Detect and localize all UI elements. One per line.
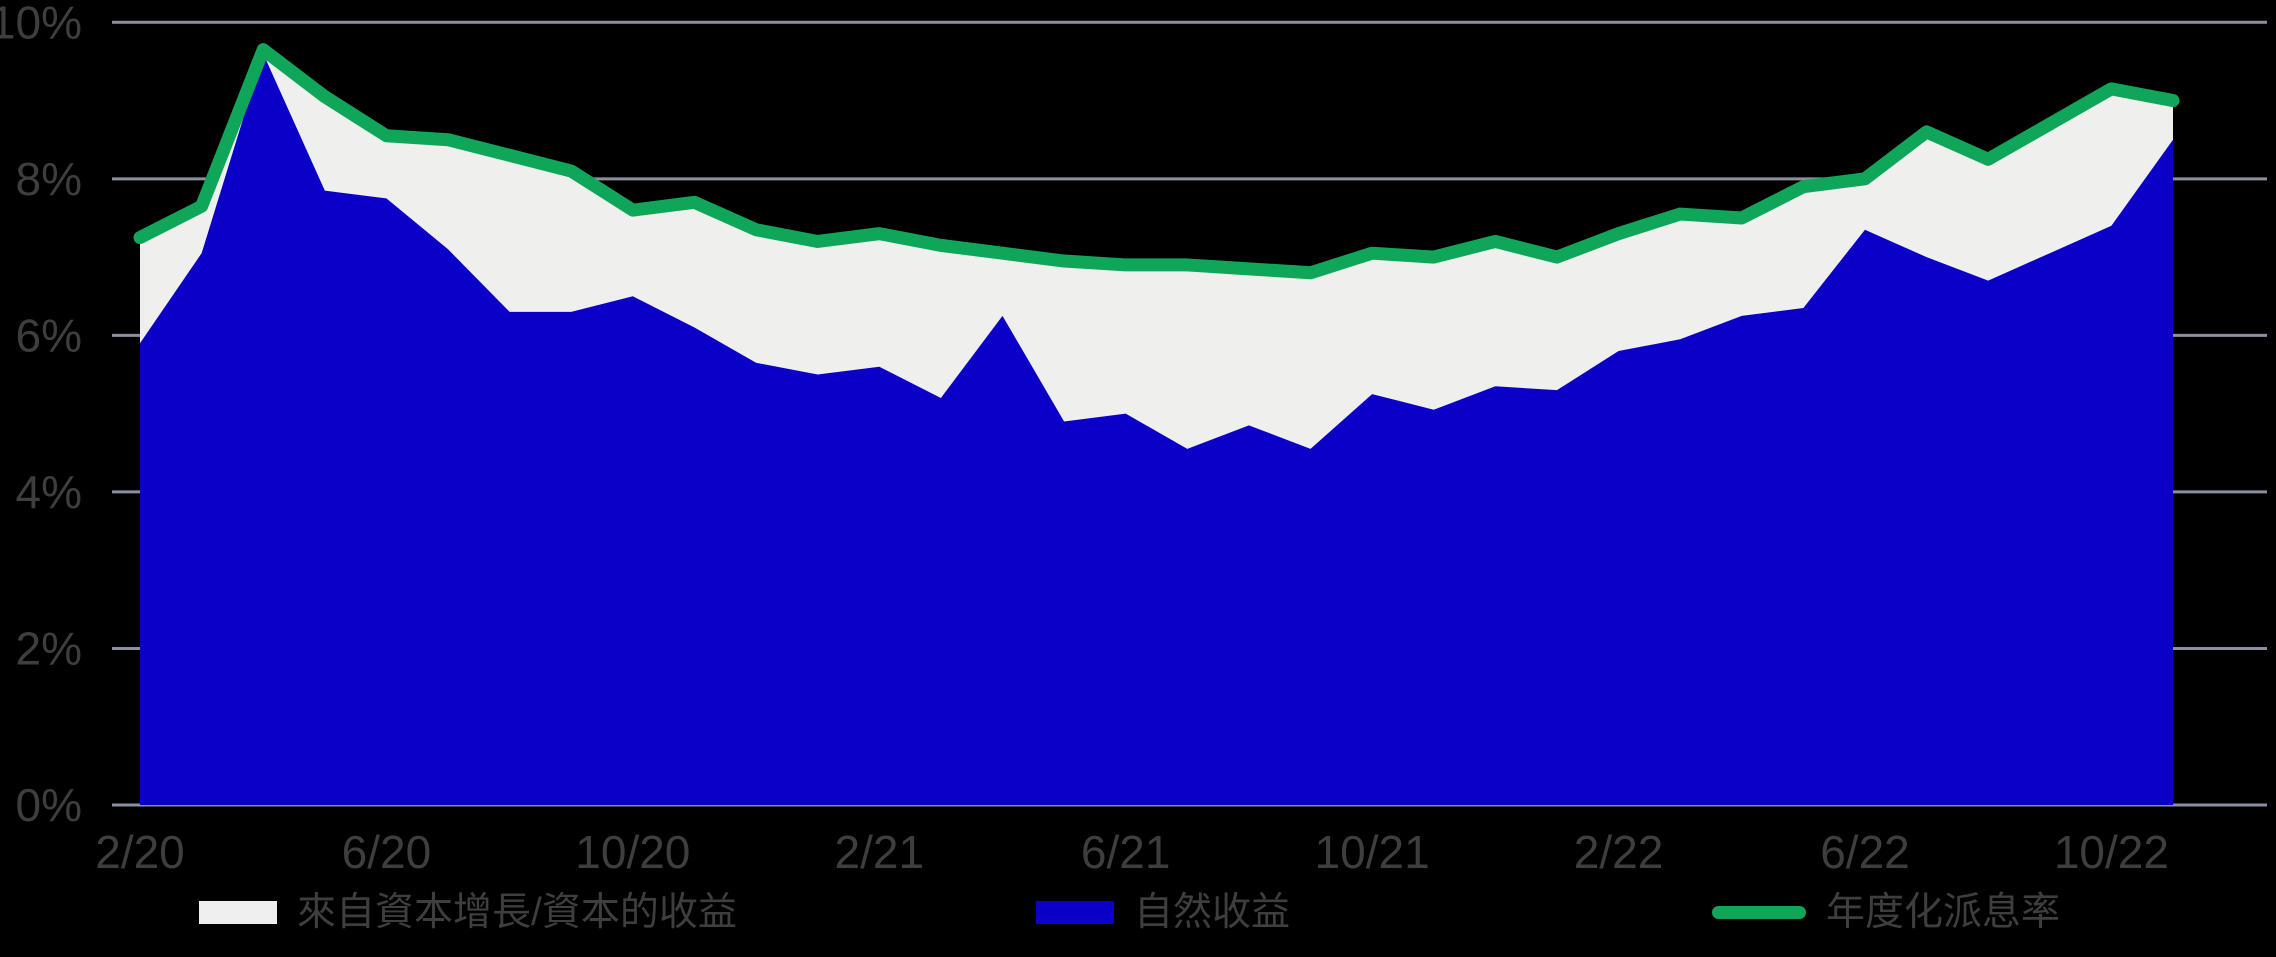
natural-yield-swatch xyxy=(1036,900,1114,924)
x-tick-label-2-22: 2/22 xyxy=(1574,826,1664,878)
legend-item-natural-yield: 自然收益 xyxy=(1036,888,1290,936)
legend-item-capital-growth-yield: 來自資本增長/資本的收益 xyxy=(199,888,737,936)
legend-label-natural-yield: 自然收益 xyxy=(1134,890,1291,934)
x-tick-label-2-21: 2/21 xyxy=(835,826,925,878)
natural-yield-area xyxy=(140,53,2173,805)
x-tick-label-6-22: 6/22 xyxy=(1820,826,1910,878)
x-tick-label-10-21: 10/21 xyxy=(1315,826,1430,878)
x-tick-label-10-22: 10/22 xyxy=(2054,826,2169,878)
legend: 來自資本增長/資本的收益 自然收益 年度化派息率 xyxy=(0,888,2276,940)
legend-item-annualized-payout: 年度化派息率 xyxy=(1712,888,2060,936)
x-tick-label-6-21: 6/21 xyxy=(1081,826,1171,878)
y-tick-label-0pct: 0% xyxy=(16,779,82,831)
capital-growth-swatch xyxy=(199,900,277,924)
x-tick-label-2-20: 2/20 xyxy=(95,826,185,878)
y-tick-label-8pct: 8% xyxy=(16,153,82,205)
legend-label-capital-growth: 來自資本增長/資本的收益 xyxy=(297,890,737,934)
y-tick-label-4pct: 4% xyxy=(16,466,82,518)
y-tick-label-10pct: 10% xyxy=(0,0,82,48)
annualized-payout-line xyxy=(133,43,2180,280)
annualized-payout-swatch xyxy=(1712,905,1806,919)
y-tick-label-6pct: 6% xyxy=(16,309,82,361)
x-tick-label-10-20: 10/20 xyxy=(575,826,690,878)
y-tick-label-2pct: 2% xyxy=(16,622,82,674)
legend-label-annualized-payout: 年度化派息率 xyxy=(1826,890,2061,934)
x-tick-label-6-20: 6/20 xyxy=(342,826,432,878)
